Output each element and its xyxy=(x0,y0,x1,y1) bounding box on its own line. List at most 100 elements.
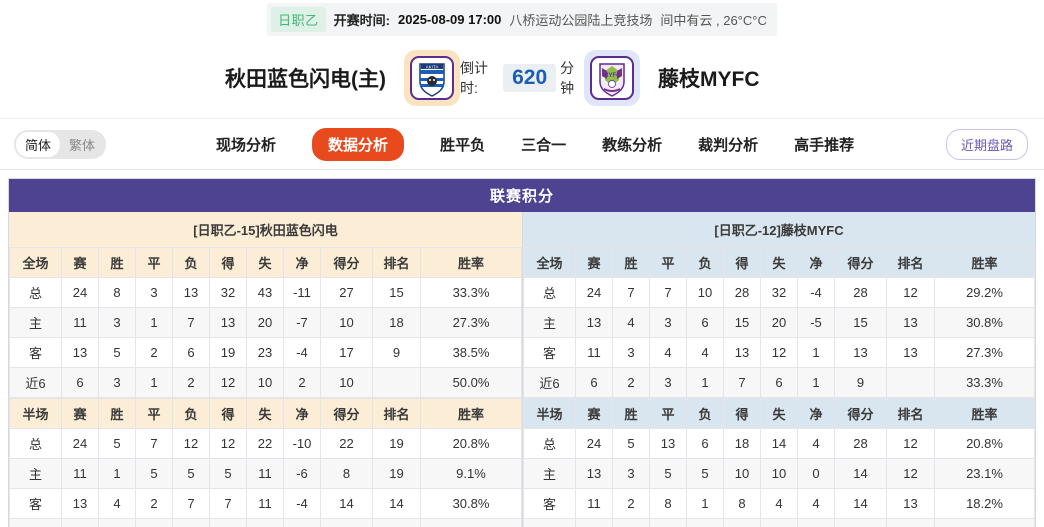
cell-lost: 13 xyxy=(172,277,210,308)
cell-lost: 6 xyxy=(686,307,724,338)
cell-diff: 2 xyxy=(283,518,321,527)
col-diff: 净 xyxy=(283,398,321,429)
cell-rank: 13 xyxy=(886,337,935,368)
cell-drawn: 4 xyxy=(649,337,687,368)
row-label: 近6 xyxy=(9,367,62,398)
row-label: 总 xyxy=(523,428,576,459)
table-row: 总 24 5 7 12 12 22 -10 22 19 20.8% xyxy=(9,428,522,459)
home-pane-title: [日职乙-15]秋田蓝色闪电 xyxy=(9,212,522,247)
cell-played: 6 xyxy=(61,518,99,527)
cell-winrate: 50.0% xyxy=(420,518,522,527)
cell-rank: 12 xyxy=(886,277,935,308)
cell-winrate: 29.2% xyxy=(934,277,1035,308)
tab-win-draw-loss[interactable]: 胜平负 xyxy=(440,136,486,154)
cell-played: 11 xyxy=(61,458,99,489)
cell-against: 20 xyxy=(246,307,284,338)
table-row: 主 11 3 1 7 13 20 -7 10 18 27.3% xyxy=(9,307,522,338)
col-won: 胜 xyxy=(98,398,136,429)
col-against: 失 xyxy=(760,398,798,429)
cell-played: 24 xyxy=(61,428,99,459)
home-half-stats-table: 半场 赛 胜 平 负 得 失 净 得分 排名 胜率 总 24 5 xyxy=(9,398,522,527)
col-won: 胜 xyxy=(612,398,650,429)
tab-data-analysis[interactable]: 数据分析 xyxy=(312,127,405,161)
cell-played: 13 xyxy=(575,307,613,338)
cell-diff: 0 xyxy=(797,458,835,489)
tab-expert-tips[interactable]: 高手推荐 xyxy=(794,136,855,154)
cell-drawn: 3 xyxy=(649,367,687,398)
cell-winrate: 27.3% xyxy=(934,337,1035,368)
table-row: 客 13 5 2 6 19 23 -4 17 9 38.5% xyxy=(9,337,522,368)
cell-winrate: 9.1% xyxy=(420,458,522,489)
row-label: 客 xyxy=(9,337,62,368)
table-row: 主 13 4 3 6 15 20 -5 15 13 30.8% xyxy=(523,307,1035,338)
tab-referee-analysis[interactable]: 裁判分析 xyxy=(698,136,759,154)
col-for: 得 xyxy=(723,247,761,278)
table-row: 客 11 2 8 1 8 4 4 14 13 18.2% xyxy=(523,488,1035,519)
cell-played: 11 xyxy=(575,337,613,368)
cell-played: 24 xyxy=(61,277,99,308)
cell-against: 10 xyxy=(760,458,798,489)
lang-traditional-option[interactable]: 繁体 xyxy=(69,137,96,153)
cell-points: 9 xyxy=(834,367,887,398)
cell-lost: 7 xyxy=(172,488,210,519)
tab-three-in-one[interactable]: 三合一 xyxy=(521,136,567,154)
col-against: 失 xyxy=(760,247,798,278)
table-header-row: 半场 赛 胜 平 负 得 失 净 得分 排名 胜率 xyxy=(9,398,522,429)
table-header-row: 全场 赛 胜 平 负 得 失 净 得分 排名 胜率 xyxy=(523,247,1035,278)
cell-drawn: 1 xyxy=(135,367,173,398)
cell-for: 10 xyxy=(723,458,761,489)
language-toggle[interactable]: 简体 繁体 xyxy=(14,129,107,159)
cell-points: 14 xyxy=(834,458,887,489)
col-points: 得分 xyxy=(320,398,373,429)
cell-lost: 1 xyxy=(686,488,724,519)
lang-simplified-option[interactable]: 简体 xyxy=(16,131,61,157)
cell-points: 8 xyxy=(834,518,887,527)
cell-diff: 1 xyxy=(797,337,835,368)
cell-winrate: 33.3% xyxy=(420,277,522,308)
cell-diff: -5 xyxy=(797,307,835,338)
recent-odds-button[interactable]: 近期盘路 xyxy=(945,128,1028,160)
tab-coach-analysis[interactable]: 教练分析 xyxy=(602,136,663,154)
cell-rank: 13 xyxy=(886,488,935,519)
svg-text:AKITA: AKITA xyxy=(426,65,439,70)
col-played: 赛 xyxy=(61,247,99,278)
kickoff-label: 开赛时间: xyxy=(333,12,390,28)
tab-live-analysis[interactable]: 现场分析 xyxy=(216,136,277,154)
col-played: 赛 xyxy=(61,398,99,429)
away-team-block[interactable]: MYFC 藤枝MYFC xyxy=(584,50,984,106)
col-lost: 负 xyxy=(172,398,210,429)
row-label: 主 xyxy=(523,307,576,338)
cell-drawn: 3 xyxy=(649,307,687,338)
cell-rank xyxy=(372,518,421,527)
away-full-stats-table: 全场 赛 胜 平 负 得 失 净 得分 排名 胜率 总 24 7 xyxy=(523,247,1035,398)
row-label: 主 xyxy=(9,458,62,489)
cell-won: 3 xyxy=(98,367,136,398)
cell-rank: 13 xyxy=(886,307,935,338)
col-played: 赛 xyxy=(575,398,613,429)
venue-name: 八桥运动公园陆上竞技场 xyxy=(509,12,653,28)
cell-drawn: 5 xyxy=(135,458,173,489)
cell-winrate: 33.3% xyxy=(934,518,1035,527)
col-points: 得分 xyxy=(320,247,373,278)
nav-tabs: 现场分析 数据分析 胜平负 三合一 教练分析 裁判分析 高手推荐 xyxy=(216,127,855,161)
col-points: 得分 xyxy=(834,398,887,429)
cell-diff: -4 xyxy=(797,277,835,308)
cell-played: 13 xyxy=(61,488,99,519)
cell-rank: 18 xyxy=(372,307,421,338)
league-tag[interactable]: 日职乙 xyxy=(271,6,326,32)
match-info-bar: 日职乙 开赛时间: 2025-08-09 17:00 八桥运动公园陆上竞技场 间… xyxy=(0,0,1044,38)
cell-played: 6 xyxy=(575,367,613,398)
home-full-stats-table: 全场 赛 胜 平 负 得 失 净 得分 排名 胜率 总 24 8 xyxy=(9,247,522,398)
cell-for: 32 xyxy=(209,277,247,308)
cell-drawn: 2 xyxy=(135,337,173,368)
cell-drawn: 1 xyxy=(135,518,173,527)
cell-points: 14 xyxy=(320,488,373,519)
cell-points: 17 xyxy=(320,337,373,368)
col-winrate: 胜率 xyxy=(420,247,522,278)
col-lost: 负 xyxy=(686,247,724,278)
col-drawn: 平 xyxy=(649,247,687,278)
countdown-block: 倒计时: 620 分钟 xyxy=(460,58,584,98)
cell-against: 11 xyxy=(246,488,284,519)
home-team-block[interactable]: 秋田蓝色闪电(主) AKITA xyxy=(60,50,460,106)
col-won: 胜 xyxy=(612,247,650,278)
